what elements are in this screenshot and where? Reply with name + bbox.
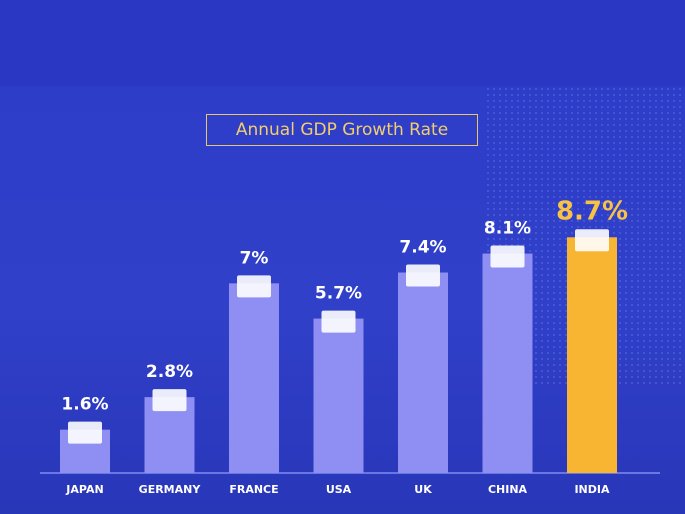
x-tick-label: GERMANY	[139, 483, 202, 496]
bar-uk	[398, 272, 448, 473]
bar-china	[482, 253, 533, 473]
flag-icon-france	[237, 275, 271, 298]
x-tick-label: USA	[326, 483, 352, 496]
value-label: 5.7%	[315, 284, 362, 304]
flag-icon-china	[490, 245, 525, 268]
flag-icon-japan	[68, 421, 102, 444]
value-label: 1.6%	[61, 395, 108, 415]
value-label: 8.1%	[484, 219, 531, 239]
x-tick-label: INDIA	[574, 483, 610, 496]
chart-title: Annual GDP Growth Rate	[206, 114, 478, 146]
value-label: 7%	[240, 248, 269, 268]
flag-icon-usa	[321, 310, 356, 333]
x-tick-label: FRANCE	[229, 483, 278, 496]
value-label: 7.4%	[399, 238, 446, 258]
flag-icon-germany	[152, 389, 187, 412]
x-tick-label: CHINA	[488, 483, 528, 496]
bar-france	[229, 283, 279, 473]
flag-icon-uk	[406, 264, 440, 287]
value-label: 2.8%	[146, 362, 193, 382]
x-tick-label: UK	[414, 483, 432, 496]
bar-usa	[313, 318, 364, 473]
value-label: 8.7%	[556, 196, 628, 226]
flag-icon-india	[575, 229, 609, 252]
header-band	[0, 0, 685, 86]
bar-india	[567, 237, 617, 473]
x-tick-label: JAPAN	[65, 483, 103, 496]
